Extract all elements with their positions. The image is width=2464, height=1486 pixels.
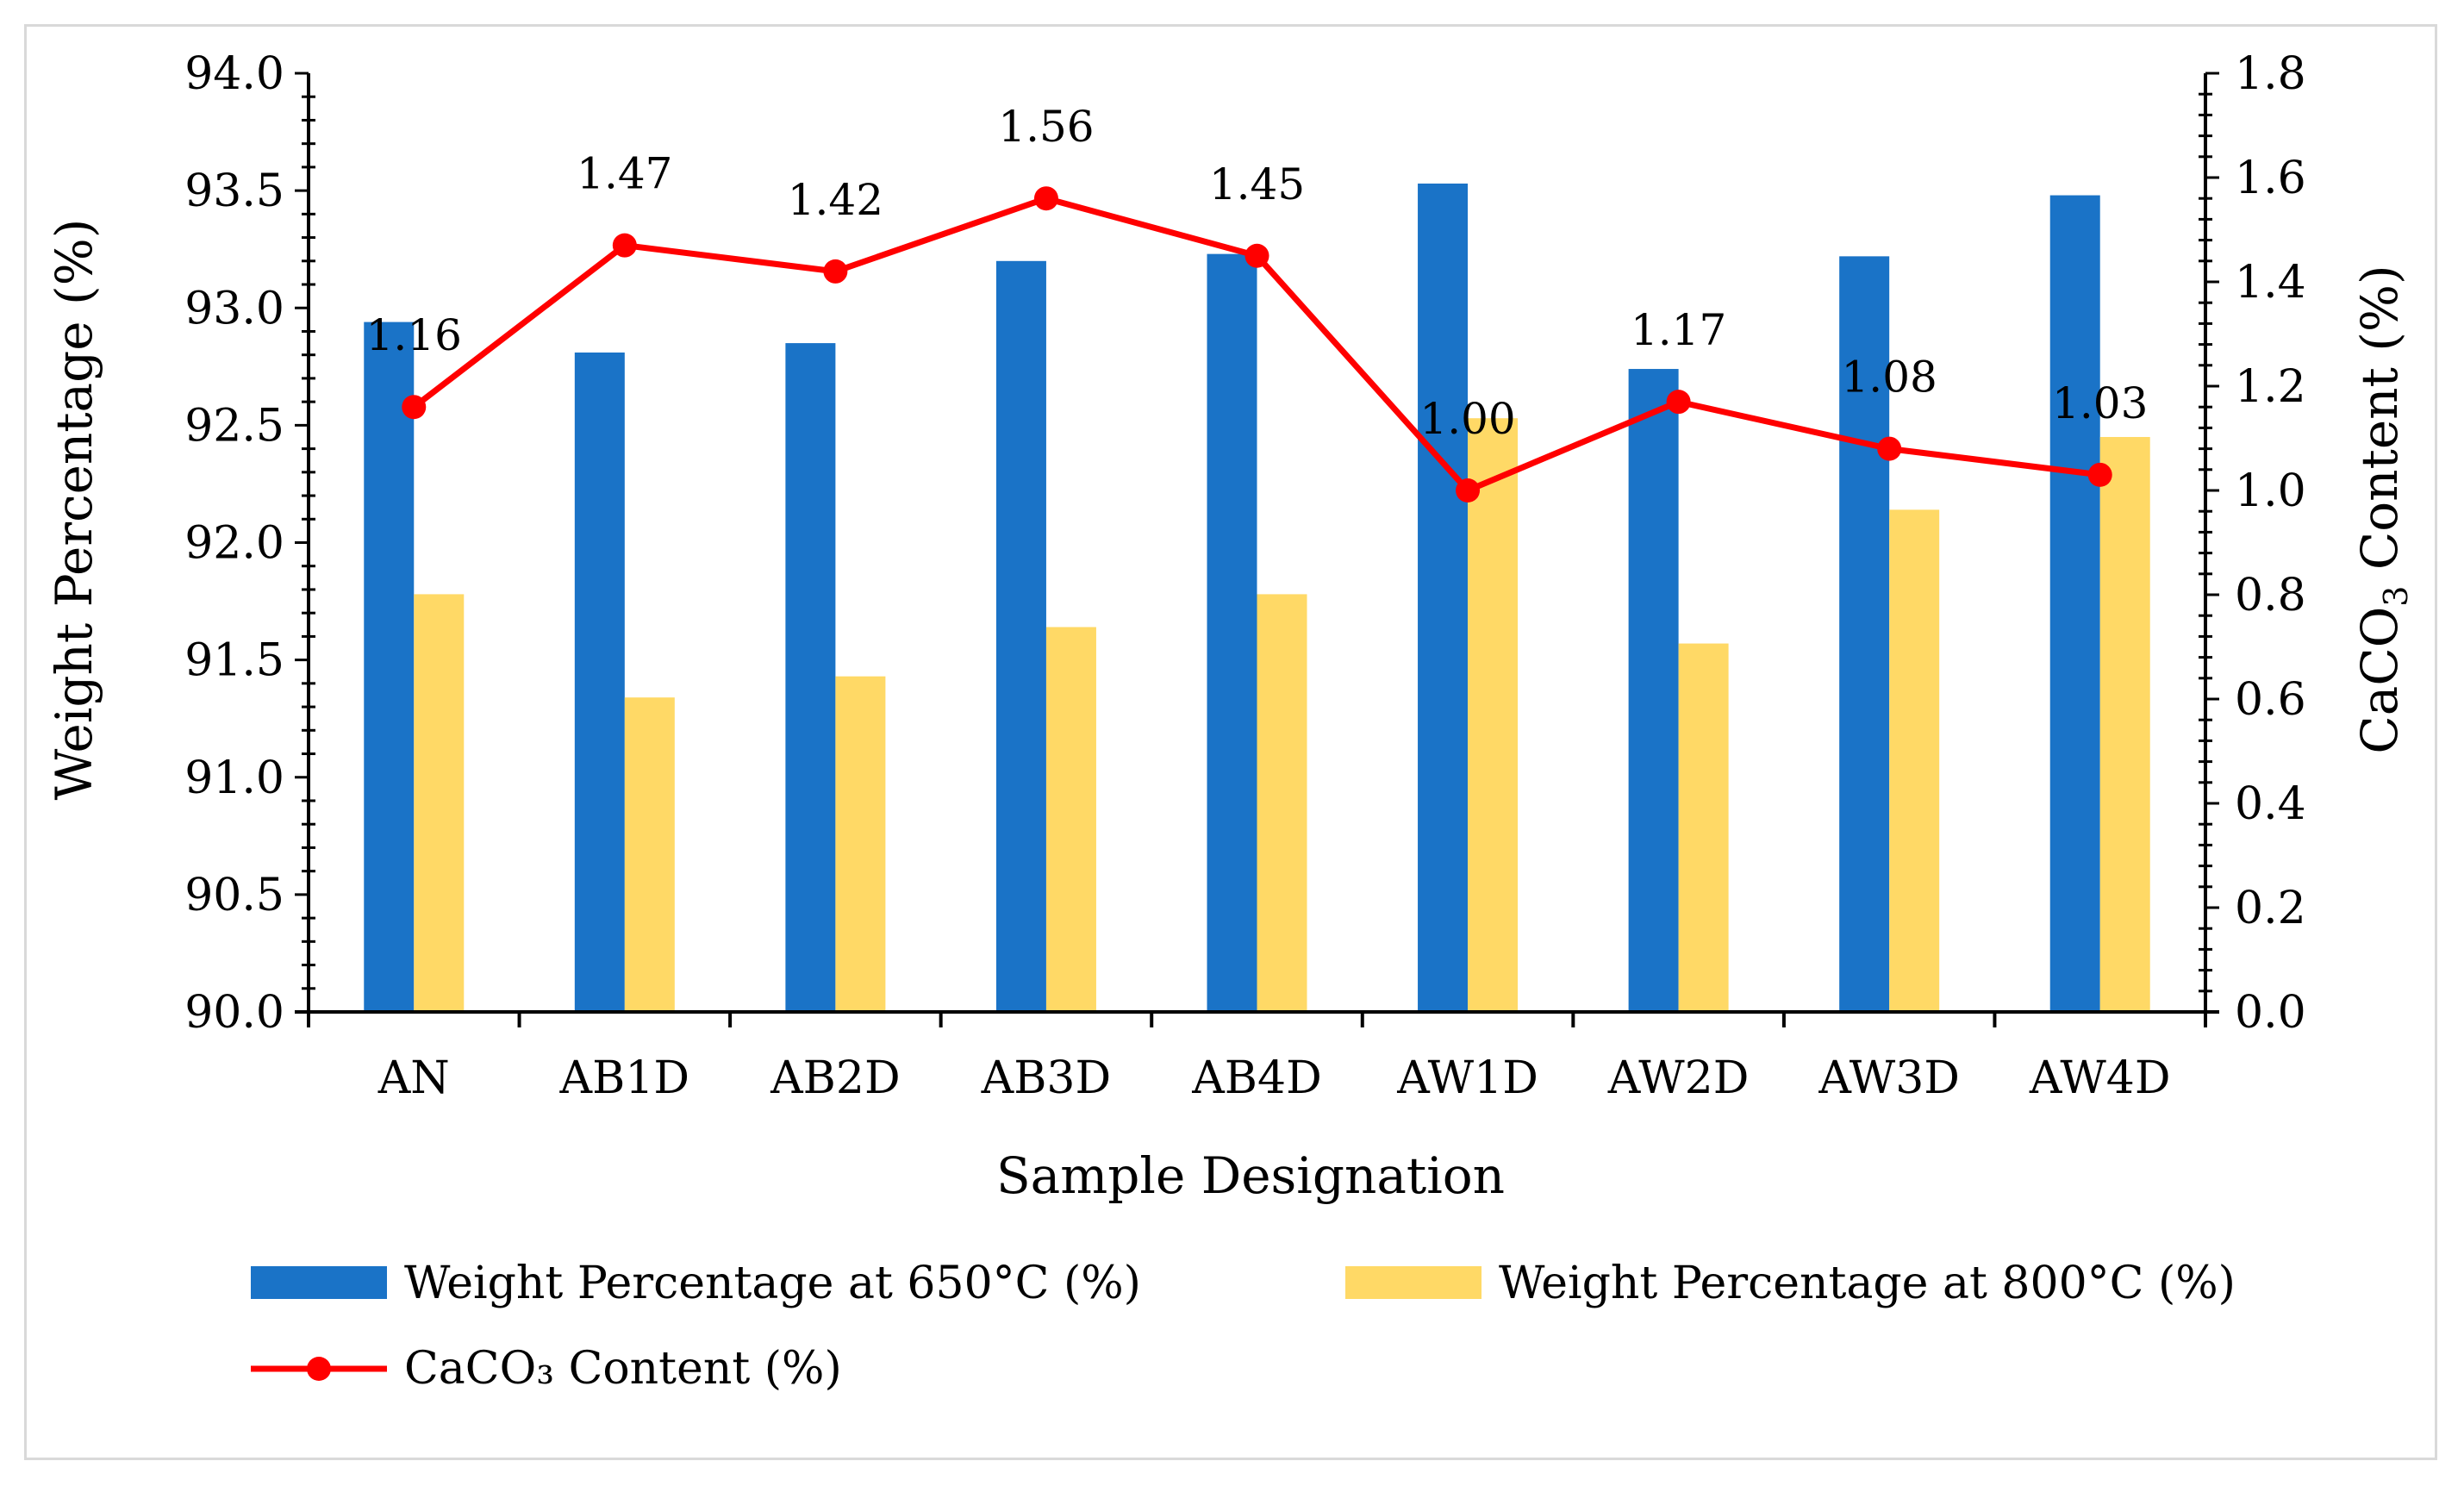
bar-650-AB3D (995, 260, 1046, 1012)
bar-650-AB4D (1207, 253, 1257, 1012)
caco3-label-AB4D: 1.45 (1209, 159, 1305, 209)
y2-tick-label: 0.2 (2235, 883, 2306, 934)
bar-650-AB1D (574, 352, 625, 1012)
caco3-label-AW2D: 1.17 (1631, 305, 1726, 355)
caco3-label-AB1D: 1.47 (577, 149, 672, 199)
y-axis-left-ticks: 90.0 90.5 91.0 91.5 92.0 92.5 93.0 93.5 94.0 (184, 48, 315, 1039)
caco3-point-AB1D (612, 233, 637, 258)
caco3-point-AW4D (2087, 462, 2112, 487)
y-tick-label: 90.5 (184, 870, 284, 921)
bar-650-AW1D (1418, 183, 1469, 1012)
legend-label-800: Weight Percentage at 800°C (%) (1499, 1258, 2236, 1309)
series-800-bars (414, 418, 2150, 1012)
y-axis-left-title: Weight Percentage (%) (45, 219, 103, 801)
combo-chart: 90.0 90.5 91.0 91.5 92.0 92.5 93.0 93.5 94.0 0.0… (45, 48, 2415, 1395)
x-tick-label-AW1D: AW1D (1396, 1052, 1538, 1104)
bar-650-AW3D (1839, 256, 1890, 1013)
legend-swatch-marker (307, 1357, 331, 1381)
x-tick-label-AW4D: AW4D (2029, 1052, 2171, 1104)
y2-title-prefix: CaCO (2350, 607, 2409, 754)
bar-650-AB2D (785, 343, 836, 1012)
bar-650-AW4D (2049, 195, 2100, 1012)
y-tick-label: 92.5 (184, 400, 284, 452)
legend-swatch-800 (1345, 1266, 1482, 1299)
y2-tick-label: 1.0 (2235, 465, 2306, 517)
caco3-label-AW1D: 1.00 (1419, 394, 1515, 444)
caco3-point-AW2D (1666, 390, 1691, 415)
caco3-point-AW3D (1877, 436, 1902, 461)
bar-800-AB3D (1045, 627, 1096, 1012)
y2-tick-label: 0.0 (2235, 987, 2306, 1039)
caco3-data-labels: 1.16 1.47 1.42 1.56 1.45 1.00 1.17 1.08 1.03 (366, 102, 2149, 444)
bar-800-AW4D (2099, 436, 2150, 1012)
y-tick-label: 94.0 (184, 48, 284, 100)
y-axis-right-ticks: 0.0 0.2 0.4 0.6 0.8 1.0 1.2 1.4 1.6 1.8 (2199, 48, 2306, 1039)
caco3-point-AB4D (1244, 243, 1269, 268)
x-tick-label-AW3D: AW3D (1818, 1052, 1960, 1104)
y-tick-label: 91.0 (184, 752, 284, 804)
legend-swatch-650 (251, 1266, 387, 1299)
caco3-label-AW4D: 1.03 (2052, 378, 2148, 428)
x-tick-label-AB3D: AB3D (981, 1052, 1112, 1104)
legend-label-caco3: CaCO₃ Content (%) (404, 1343, 842, 1395)
bar-650-AW2D (1628, 369, 1679, 1012)
caco3-point-AN (402, 395, 427, 420)
caco3-point-AB2D (823, 259, 848, 284)
legend-label-650: Weight Percentage at 650°C (%) (404, 1258, 1141, 1309)
caco3-line-series (402, 186, 2112, 503)
x-tick-label-AB1D: AB1D (559, 1052, 690, 1104)
bar-800-AW3D (1889, 509, 1940, 1012)
bar-800-AW2D (1678, 643, 1729, 1012)
y2-title-suffix: Content (%) (2350, 265, 2409, 585)
x-tick-label-AW2D: AW2D (1607, 1052, 1750, 1104)
x-tick-label-AB2D: AB2D (770, 1052, 901, 1104)
y2-title-subscript: 3 (2377, 586, 2415, 607)
x-axis-ticks: AN AB1D AB2D AB3D AB4D AW1D AW2D AW3D AW4D (307, 1012, 2207, 1104)
y2-tick-label: 0.6 (2235, 674, 2306, 726)
y-axis-right-title: CaCO3 Content (%) (2350, 265, 2415, 753)
y2-tick-label: 1.4 (2235, 257, 2306, 309)
caco3-point-AW1D (1456, 478, 1481, 503)
bar-800-AB2D (835, 676, 886, 1012)
bar-650-AN (364, 322, 415, 1013)
y-tick-label: 93.0 (184, 283, 284, 334)
caco3-label-AW3D: 1.08 (1842, 353, 1937, 403)
y2-tick-label: 1.8 (2235, 48, 2306, 100)
y-tick-label: 93.5 (184, 165, 284, 217)
caco3-label-AB3D: 1.56 (998, 102, 1094, 152)
series-650-bars (364, 183, 2100, 1013)
x-tick-label-AN: AN (377, 1052, 450, 1104)
x-tick-label-AB4D: AB4D (1191, 1052, 1322, 1104)
y-tick-label: 92.0 (184, 518, 284, 570)
y-tick-label: 90.0 (184, 987, 284, 1039)
caco3-label-AN: 1.16 (366, 310, 462, 360)
y2-tick-label: 1.2 (2235, 361, 2306, 413)
caco3-label-AB2D: 1.42 (788, 175, 883, 225)
chart-container: 90.0 90.5 91.0 91.5 92.0 92.5 93.0 93.5 94.0 0.0… (24, 24, 2437, 1460)
bar-800-AB1D (624, 697, 675, 1012)
y2-tick-label: 0.8 (2235, 570, 2306, 621)
y2-tick-label: 0.4 (2235, 778, 2306, 830)
bar-800-AB4D (1257, 594, 1307, 1012)
bar-800-AN (414, 594, 465, 1012)
x-axis-title: Sample Designation (996, 1146, 1505, 1205)
legend: Weight Percentage at 650°C (%) Weight Pe… (251, 1258, 2236, 1395)
bar-800-AW1D (1468, 418, 1519, 1012)
caco3-point-AB3D (1033, 186, 1058, 211)
y2-tick-label: 1.6 (2235, 153, 2306, 204)
y-tick-label: 91.5 (184, 635, 284, 687)
